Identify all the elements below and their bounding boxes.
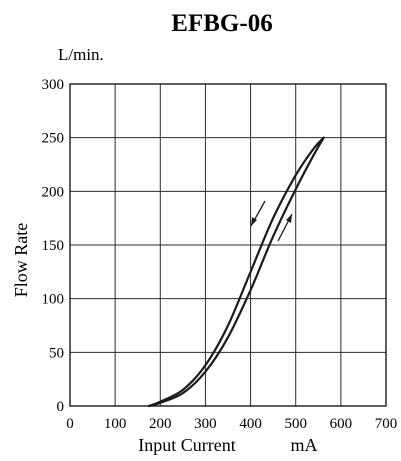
decreasing-arrowhead-icon [251,217,257,226]
x-tick-labels: 0 100 200 300 400 500 600 700 [66,416,397,432]
x-tick-label: 300 [194,416,217,432]
increasing-arrowhead-icon [286,214,292,223]
x-tick-label: 400 [239,416,262,432]
series-line-decreasing [147,136,325,408]
chart-title: EFBG-06 [171,10,272,37]
decreasing-direction-arrow [250,200,266,227]
y-axis-label: Flow Rate [11,223,31,298]
x-tick-label: 0 [66,416,74,432]
x-tick-label: 100 [104,416,127,432]
series-line-increasing [147,136,325,408]
x-axis-unit: mA [291,435,318,455]
y-tick-label: 100 [42,292,65,308]
y-tick-label: 150 [42,238,65,254]
plot-frame [69,83,387,407]
y-tick-label: 50 [49,345,64,361]
y-tick-labels: 0 50 100 150 200 250 300 [42,77,65,415]
x-tick-label: 200 [149,416,172,432]
x-axis-title: Input Current [138,435,235,455]
increasing-direction-arrow [277,213,293,242]
y-tick-label: 300 [42,77,65,93]
y-tick-label: 0 [57,399,65,415]
x-tick-label: 700 [375,416,398,432]
y-tick-label: 200 [42,184,65,200]
x-axis-label: Input Current mA [138,435,317,455]
y-unit-label: L/min. [58,45,104,64]
series-layer [147,136,325,408]
y-tick-label: 250 [42,131,65,147]
x-tick-label: 600 [330,416,353,432]
x-tick-label: 500 [284,416,307,432]
grid [70,84,386,406]
